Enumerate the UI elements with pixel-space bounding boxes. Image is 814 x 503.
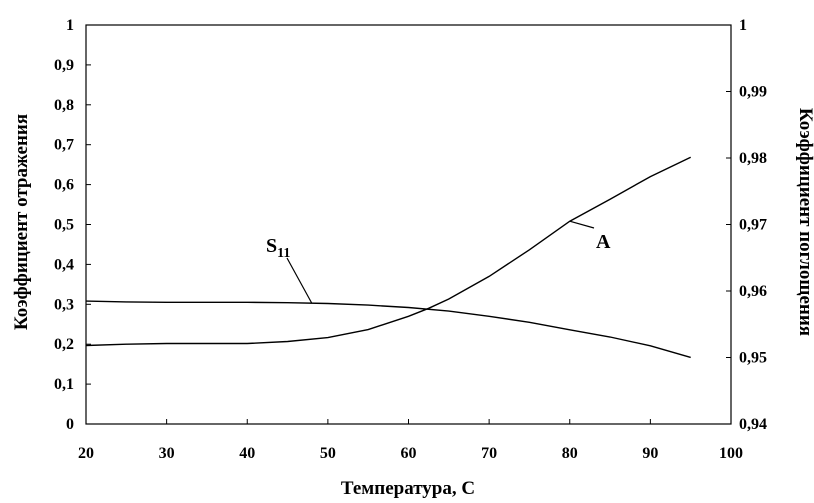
plot-area — [85, 24, 732, 425]
y-left-tick-label: 0,9 — [54, 57, 74, 74]
series-label-a: A — [596, 231, 611, 253]
x-tick-label: 40 — [239, 445, 255, 462]
y-left-tick-label: 0,3 — [54, 296, 74, 313]
y-axis-title-left: Коэффициент отражения — [11, 114, 32, 330]
y-axis-title-right: Коэффициент поглощения — [795, 108, 814, 336]
series-line-s11 — [85, 300, 691, 359]
y-left-tick-label: 0,8 — [54, 97, 74, 114]
y-left-tick-label: 0,2 — [54, 336, 74, 353]
x-tick-label: 60 — [401, 445, 417, 462]
y-right-tick-label: 0,99 — [739, 84, 767, 101]
x-tick-label: 80 — [562, 445, 578, 462]
y-left-tick-label: 1 — [66, 17, 74, 34]
x-axis-ticks: 20 30 40 50 60 70 80 90 100 — [78, 419, 743, 462]
left-axis-ticks: 0 0,1 0,2 0,3 0,4 0,5 0,6 0,7 0,8 0,9 1 — [54, 17, 91, 433]
x-axis-title: Температура, С — [341, 478, 475, 499]
leader-line-a — [569, 220, 595, 229]
series-lines — [85, 156, 692, 359]
x-tick-label: 90 — [642, 445, 658, 462]
x-tick-label: 20 — [78, 445, 94, 462]
y-right-tick-label: 1 — [739, 17, 747, 34]
y-right-tick-label: 0,94 — [739, 416, 767, 433]
y-left-tick-label: 0,6 — [54, 177, 74, 194]
y-right-tick-label: 0,95 — [739, 350, 767, 367]
y-left-tick-label: 0,5 — [54, 217, 74, 234]
x-tick-label: 50 — [320, 445, 336, 462]
series-label-s11: S11 — [266, 235, 290, 261]
right-axis-ticks: 0,94 0,95 0,96 0,97 0,98 0,99 1 — [726, 17, 767, 433]
x-tick-label: 70 — [481, 445, 497, 462]
series-line-a — [85, 156, 692, 347]
y-left-tick-label: 0 — [66, 416, 74, 433]
y-right-tick-label: 0,96 — [739, 283, 767, 300]
series-leaders — [286, 220, 595, 304]
leader-line-s11 — [286, 257, 313, 304]
y-left-tick-label: 0,4 — [54, 256, 74, 273]
x-tick-label: 100 — [719, 445, 743, 462]
y-right-tick-label: 0,98 — [739, 150, 767, 167]
y-right-tick-label: 0,97 — [739, 217, 767, 234]
y-left-tick-label: 0,7 — [54, 137, 74, 154]
x-tick-label: 30 — [159, 445, 175, 462]
y-left-tick-label: 0,1 — [54, 376, 74, 393]
